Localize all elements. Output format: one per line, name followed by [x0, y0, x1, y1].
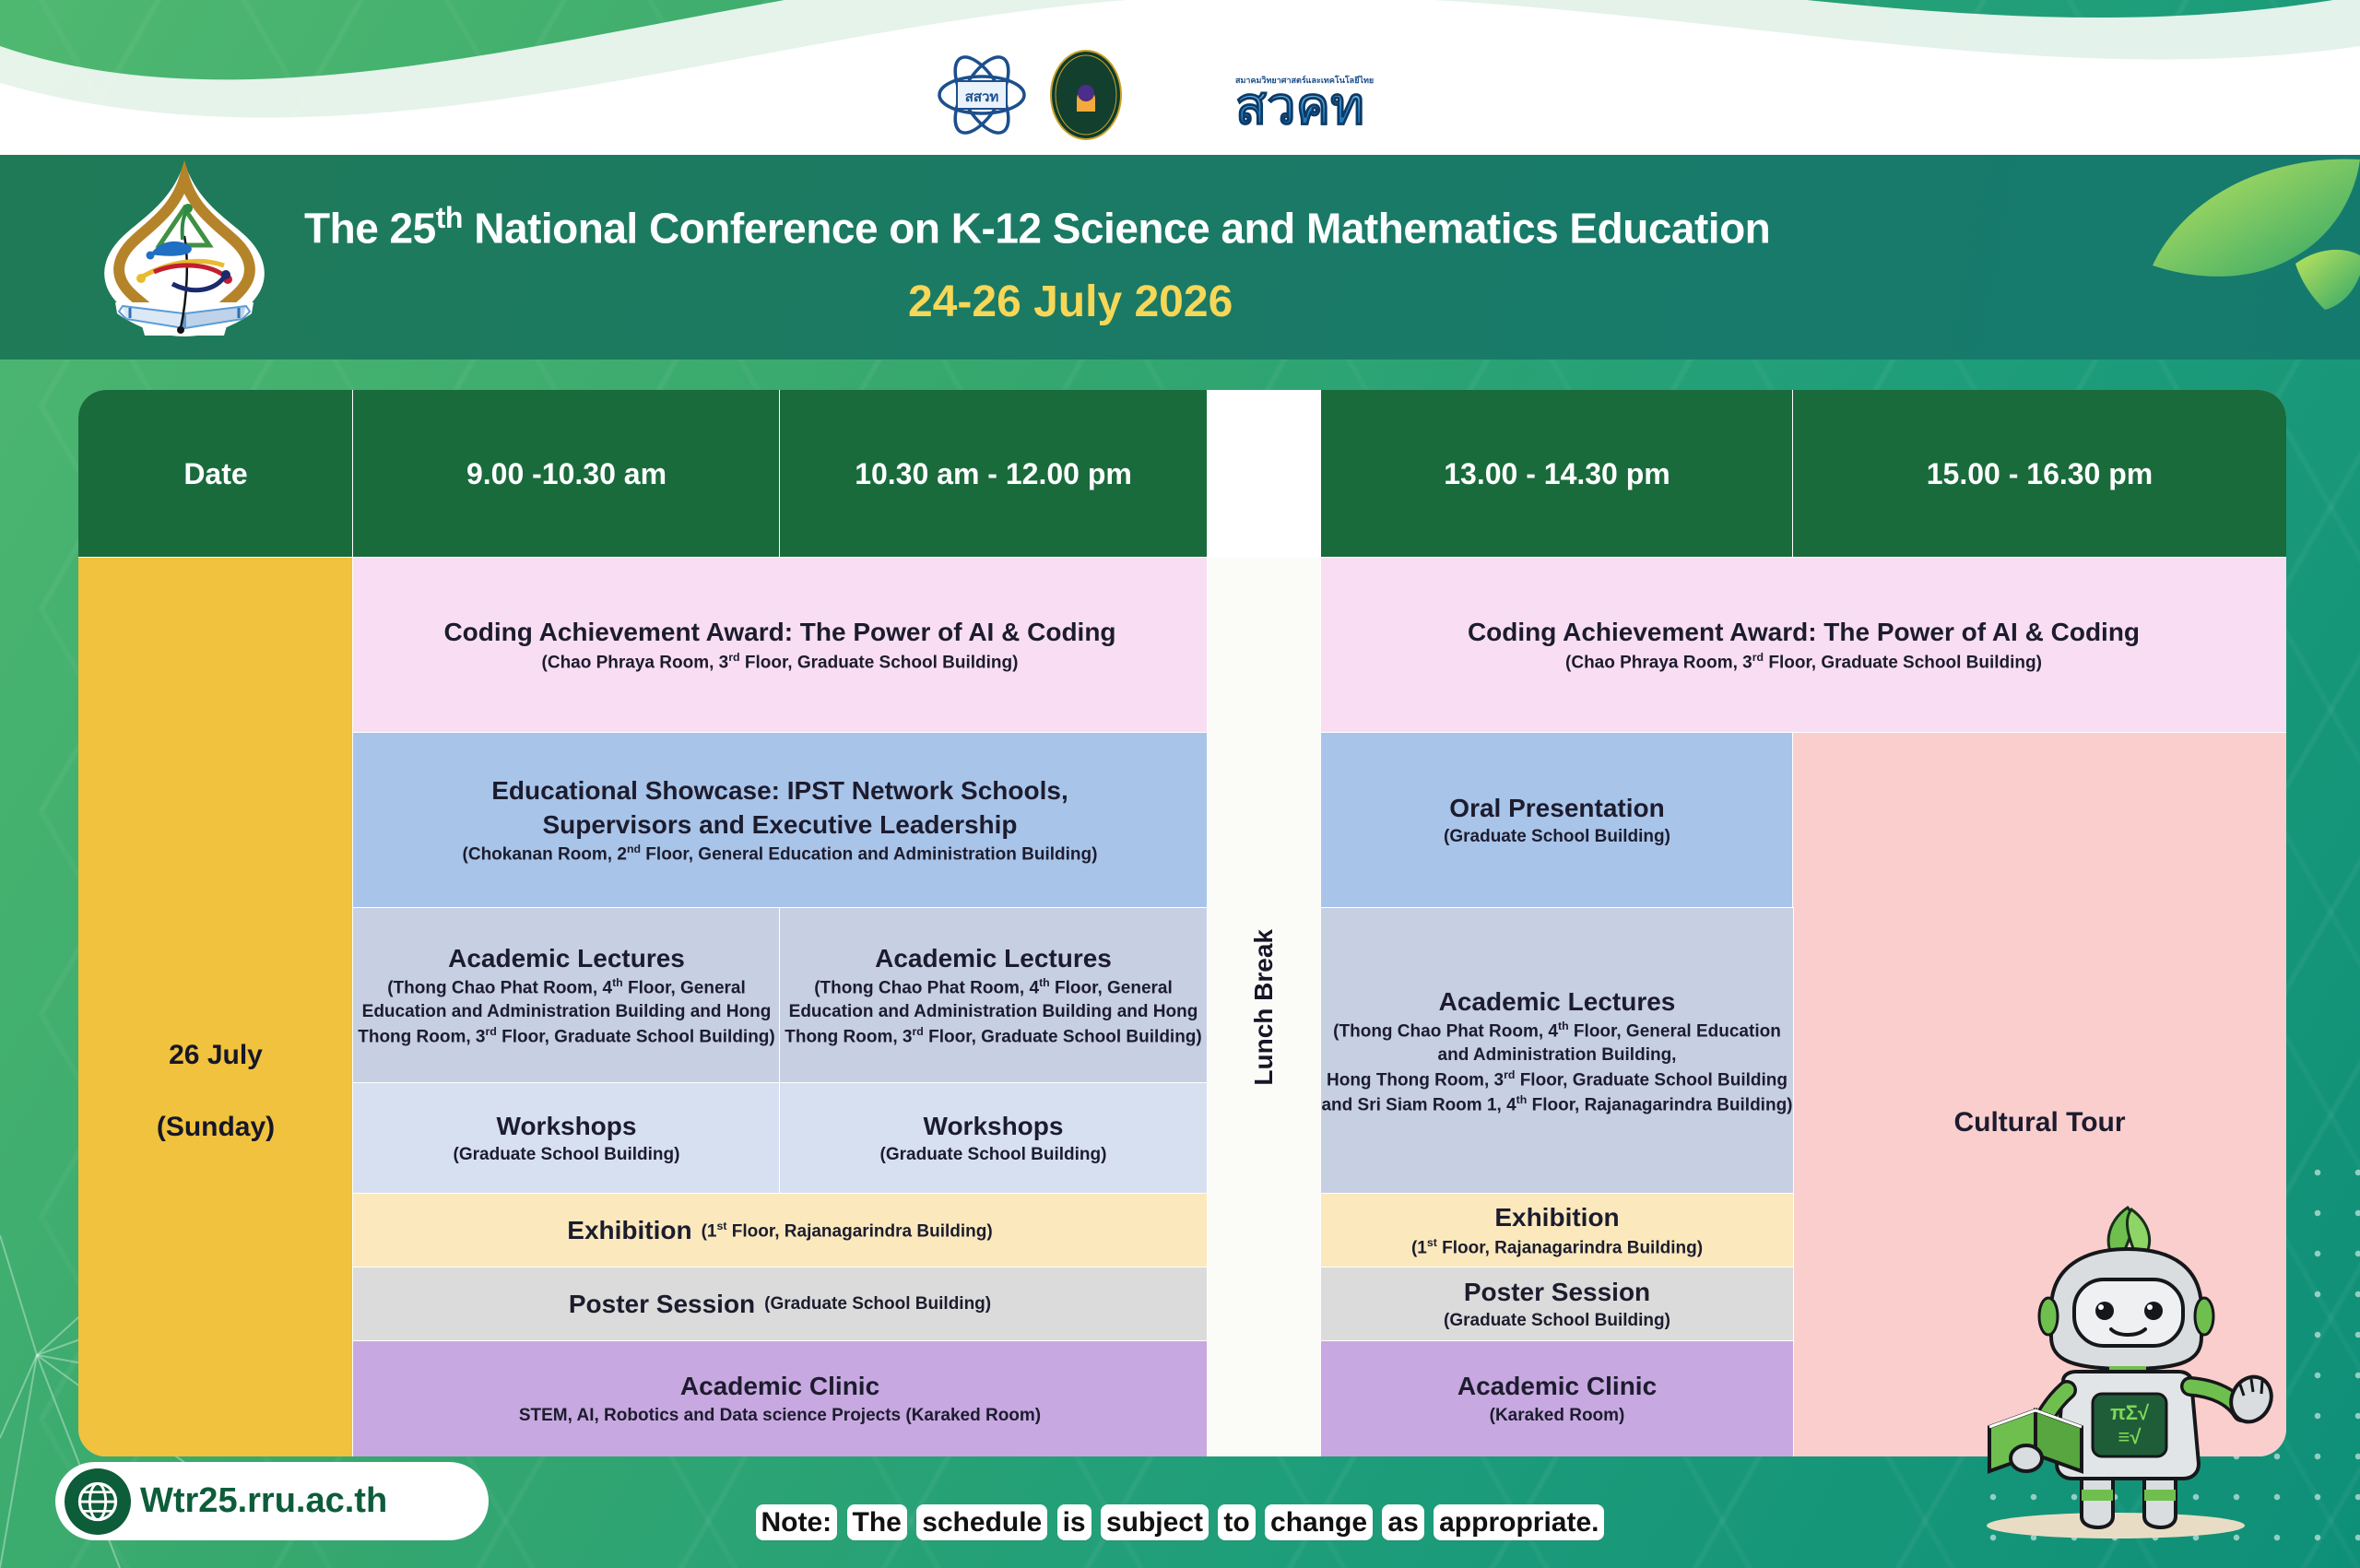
svg-text:สวคท: สวคท: [1235, 77, 1364, 135]
svg-text:πΣ√: πΣ√: [2110, 1401, 2150, 1424]
svg-text:≡√: ≡√: [2118, 1425, 2142, 1448]
svg-text:สสวท: สสวท: [965, 89, 999, 105]
